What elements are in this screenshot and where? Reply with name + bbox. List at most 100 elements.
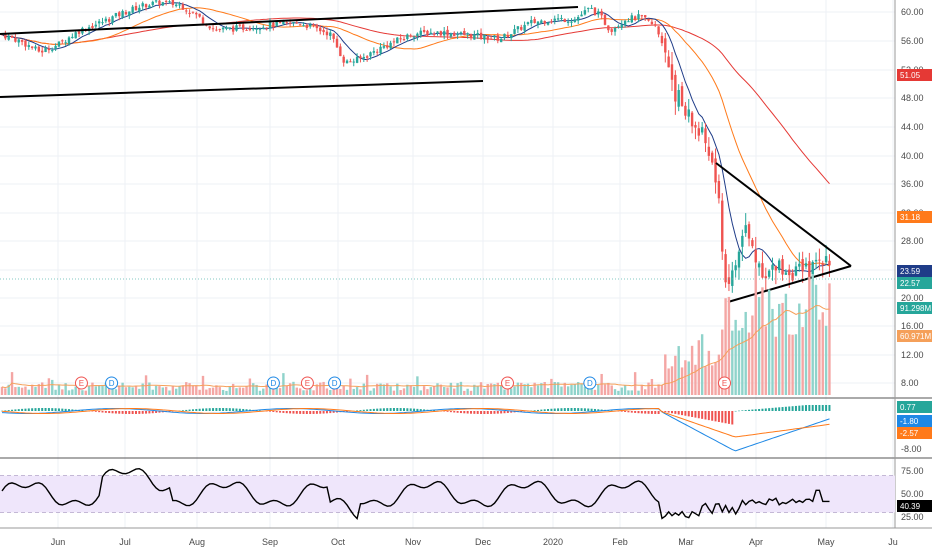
volume-bar [118, 385, 121, 395]
event-marker-D[interactable]: D [328, 376, 342, 390]
volume-bar [47, 378, 51, 395]
macd-signal-badge-bg [897, 415, 932, 427]
volume-bar [590, 383, 593, 395]
candle-body [171, 0, 175, 5]
candle-body [721, 200, 724, 252]
event-marker-E[interactable]: E [501, 376, 514, 390]
candle-body [453, 32, 456, 36]
macd-histogram-bar [717, 411, 720, 422]
event-label: E [722, 379, 727, 388]
candle-body [402, 38, 406, 40]
candle-body [101, 22, 104, 24]
volume-bar [644, 389, 647, 395]
candle-body [14, 37, 17, 42]
volume-bar [788, 334, 791, 395]
time-tick-label: Oct [331, 537, 346, 547]
macd-histogram-bar [285, 411, 288, 414]
candle-body [530, 20, 533, 24]
volume-bar [402, 388, 406, 395]
candle-body [188, 12, 191, 14]
event-marker-E[interactable]: E [718, 376, 731, 390]
volume-bar [536, 385, 540, 395]
macd-histogram-bar [202, 408, 204, 411]
macd-histogram-bar [7, 410, 10, 411]
candle-body [10, 35, 14, 38]
candle-body [332, 33, 335, 39]
macd-histogram-bar [369, 409, 372, 411]
macd-histogram-bar [225, 408, 228, 411]
macd-histogram-bar [195, 409, 198, 411]
price-tick-label: 44.00 [901, 122, 924, 132]
volume-bar [560, 386, 563, 395]
volume-bar [697, 340, 700, 395]
volume-bar [486, 383, 489, 395]
macd-histogram-bar [309, 411, 312, 414]
volume-bar [546, 388, 550, 395]
candle-body [764, 276, 767, 279]
macd-histogram-bar [540, 409, 543, 411]
macd-histogram-bar [382, 408, 385, 411]
volume-bar [124, 387, 128, 395]
volume-bar [496, 382, 499, 395]
macd-histogram-bar [346, 411, 349, 412]
macd-histogram-bar [302, 411, 305, 414]
macd-histogram-bar [463, 411, 466, 414]
macd-histogram-bar [557, 408, 560, 411]
volume-bar [211, 387, 215, 395]
event-marker-D[interactable]: D [105, 376, 119, 390]
macd-histogram-bar [563, 408, 566, 411]
volume-bar [670, 366, 674, 395]
volume-bar [530, 387, 533, 395]
macd-histogram-bar [758, 408, 761, 411]
candle-body [476, 33, 479, 35]
macd-histogram-bar [466, 411, 469, 414]
candle-body [242, 24, 245, 30]
macd-histogram-bar [707, 411, 710, 421]
candle-body [486, 36, 489, 40]
macd-histogram-bar [238, 408, 241, 411]
candle-body [372, 51, 376, 53]
candle-body [124, 12, 128, 15]
macd-histogram-bar [791, 406, 794, 411]
volume-bar [654, 387, 657, 395]
price-tick-label: 56.00 [901, 36, 924, 46]
candle-body [288, 22, 292, 24]
macd-histogram-bar [761, 408, 764, 411]
volume-bar [727, 296, 731, 395]
macd-histogram-bar [111, 411, 114, 414]
volume-bar [352, 388, 355, 395]
volume-bar [228, 386, 231, 395]
candle-body [268, 22, 272, 29]
candle-body [221, 27, 225, 30]
event-label: E [505, 379, 510, 388]
event-marker-D[interactable]: D [583, 376, 597, 390]
macd-histogram-bar [168, 411, 171, 412]
volume-bar [319, 382, 322, 395]
candle-body [610, 29, 613, 32]
macd-histogram-bar [647, 411, 650, 414]
candle-body [158, 0, 161, 6]
candle-body [439, 31, 443, 36]
macd-histogram-bar [409, 408, 412, 411]
rsi-panel [0, 467, 895, 521]
volume-bar [84, 390, 87, 395]
macd-histogram-bar [158, 411, 161, 413]
macd-histogram-bar [57, 408, 60, 411]
event-marker-D[interactable]: D [266, 376, 280, 390]
volume-bar [221, 389, 225, 395]
volume-bar [751, 315, 754, 395]
macd-histogram-bar [483, 411, 486, 414]
event-marker-E[interactable]: E [74, 376, 88, 390]
volume-bar [345, 389, 349, 395]
candle-body [473, 34, 476, 40]
macd-histogram-bar [550, 408, 553, 411]
candle-body [335, 38, 339, 48]
volume-bar [305, 390, 309, 395]
candle-body [570, 21, 573, 23]
macd-histogram-bar [258, 410, 261, 412]
candle-body [164, 0, 168, 2]
candle-body [282, 21, 285, 25]
event-marker-E[interactable]: E [300, 376, 314, 390]
